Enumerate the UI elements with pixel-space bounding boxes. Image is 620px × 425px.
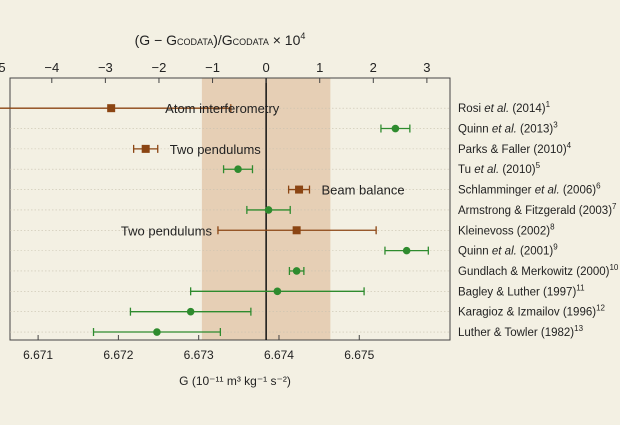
top-tick-label: −2 bbox=[152, 60, 167, 75]
measurement-label: Karagioz & Izmailov (1996)12 bbox=[458, 304, 606, 319]
data-point-circle bbox=[153, 328, 161, 336]
label-reference: 8 bbox=[550, 222, 555, 231]
bottom-tick-label: 6.671 bbox=[23, 348, 53, 362]
data-point-square bbox=[295, 185, 304, 194]
data-point-circle bbox=[186, 307, 195, 316]
label-reference: 1 bbox=[546, 100, 551, 109]
bottom-tick-label: 6.672 bbox=[103, 348, 133, 362]
label-year: (2010) bbox=[499, 164, 536, 176]
top-tick-label: −3 bbox=[98, 60, 113, 75]
label-et-al: et al. bbox=[474, 164, 499, 176]
measurement-label: Tu et al. (2010)5 bbox=[458, 161, 541, 176]
label-reference: 6 bbox=[596, 182, 601, 191]
data-point-circle bbox=[264, 206, 273, 214]
top-title-mid: )/G bbox=[213, 32, 232, 48]
measurement-label: Parks & Faller (2010)4 bbox=[458, 141, 572, 156]
method-annotation: Two pendulums bbox=[170, 142, 262, 157]
x-axis-label: G (10⁻¹¹ m³ kg⁻¹ s⁻²) bbox=[179, 374, 291, 388]
top-title-main: (G − G bbox=[135, 32, 177, 48]
label-et-al: et al. bbox=[484, 103, 509, 115]
top-tick-label: 2 bbox=[370, 60, 377, 75]
label-text: Karagioz & Izmailov (1996) bbox=[458, 307, 596, 319]
method-annotations: Atom interferometry Two pendulums Beam bal… bbox=[121, 101, 405, 238]
bottom-tick-label: 6.674 bbox=[264, 348, 294, 362]
bottom-tick-label: 6.673 bbox=[184, 348, 214, 362]
label-reference: 9 bbox=[553, 243, 558, 252]
label-text: Bagley & Luther (1997) bbox=[458, 286, 576, 298]
measurement-label: Armstrong & Fitzgerald (2003)7 bbox=[458, 202, 617, 217]
label-year: (2014) bbox=[509, 103, 546, 115]
label-reference: 11 bbox=[576, 283, 585, 292]
label-reference: 3 bbox=[553, 121, 558, 130]
label-author: Tu bbox=[458, 164, 474, 176]
label-author: Quinn bbox=[458, 246, 492, 258]
top-title-sub-2: CODATA bbox=[233, 37, 269, 47]
label-et-al: et al. bbox=[492, 124, 517, 136]
top-tick-label: −1 bbox=[205, 60, 220, 75]
label-reference: 4 bbox=[567, 141, 572, 150]
data-point-circle bbox=[402, 246, 411, 255]
top-tick-label: 3 bbox=[423, 60, 430, 75]
label-author: Quinn bbox=[458, 124, 492, 136]
label-reference: 5 bbox=[536, 161, 541, 170]
label-et-al: et al. bbox=[492, 246, 517, 258]
label-et-al: et al. bbox=[535, 185, 560, 197]
top-tick-label: −5 bbox=[0, 60, 6, 75]
data-point-circle bbox=[292, 267, 301, 275]
data-point-circle bbox=[234, 165, 242, 174]
data-point-square bbox=[141, 144, 150, 153]
measurement-label: Quinn et al. (2001)9 bbox=[458, 243, 558, 258]
top-title-exp: 4 bbox=[300, 31, 305, 41]
measurement-label: Kleinevoss (2002)8 bbox=[458, 222, 555, 237]
label-text: Luther & Towler (1982) bbox=[458, 327, 574, 339]
label-text: Parks & Faller (2010) bbox=[458, 144, 567, 156]
top-title-sub-1: CODATA bbox=[177, 37, 213, 47]
measurement-label: Gundlach & Merkowitz (2000)10 bbox=[458, 263, 619, 278]
measurement-label: Luther & Towler (1982)13 bbox=[458, 324, 584, 339]
measurement-points bbox=[0, 104, 429, 337]
top-axis-title: (G − GCODATA)/GCODATA × 104 bbox=[135, 31, 306, 48]
label-reference: 13 bbox=[574, 324, 583, 333]
measurement-label: Quinn et al. (2013)3 bbox=[458, 121, 558, 136]
bottom-tick-label: 6.675 bbox=[344, 348, 374, 362]
measurement-label: Rosi et al. (2014)1 bbox=[458, 100, 551, 115]
top-tick-label: 1 bbox=[316, 60, 323, 75]
label-year: (2013) bbox=[517, 124, 554, 136]
method-annotation: Atom interferometry bbox=[165, 101, 280, 116]
measurement-labels: Rosi et al. (2014)1 Quinn et al. (2013)3 P… bbox=[458, 100, 619, 339]
label-author: Schlamminger bbox=[458, 185, 535, 197]
method-annotation: Two pendulums bbox=[121, 223, 213, 238]
data-point-circle bbox=[391, 124, 400, 133]
label-reference: 10 bbox=[609, 263, 618, 272]
label-year: (2006) bbox=[560, 185, 597, 197]
label-reference: 7 bbox=[612, 202, 617, 211]
label-author: Rosi bbox=[458, 103, 484, 115]
label-text: Kleinevoss (2002) bbox=[458, 225, 550, 237]
top-tick-label: 0 bbox=[263, 60, 270, 75]
label-year: (2001) bbox=[517, 246, 554, 258]
bottom-axis: 6.671 6.672 6.673 6.674 6.675 bbox=[23, 335, 375, 362]
label-text: Armstrong & Fitzgerald (2003) bbox=[458, 205, 612, 217]
top-axis: −5 −4 −3 −2 −1 0 1 2 3 bbox=[0, 60, 431, 83]
top-tick-label: −4 bbox=[44, 60, 59, 75]
label-text: Gundlach & Merkowitz (2000) bbox=[458, 266, 610, 278]
data-point-square bbox=[292, 226, 301, 235]
method-annotation: Beam balance bbox=[321, 183, 404, 198]
data-point-square bbox=[107, 104, 116, 113]
measurement-label: Bagley & Luther (1997)11 bbox=[458, 283, 585, 298]
plot-frame bbox=[9, 77, 451, 341]
top-title-times: × 10 bbox=[269, 32, 301, 48]
measurement-label: Schlamminger et al. (2006)6 bbox=[458, 182, 601, 197]
label-reference: 12 bbox=[596, 304, 605, 313]
data-point-circle bbox=[273, 287, 282, 296]
